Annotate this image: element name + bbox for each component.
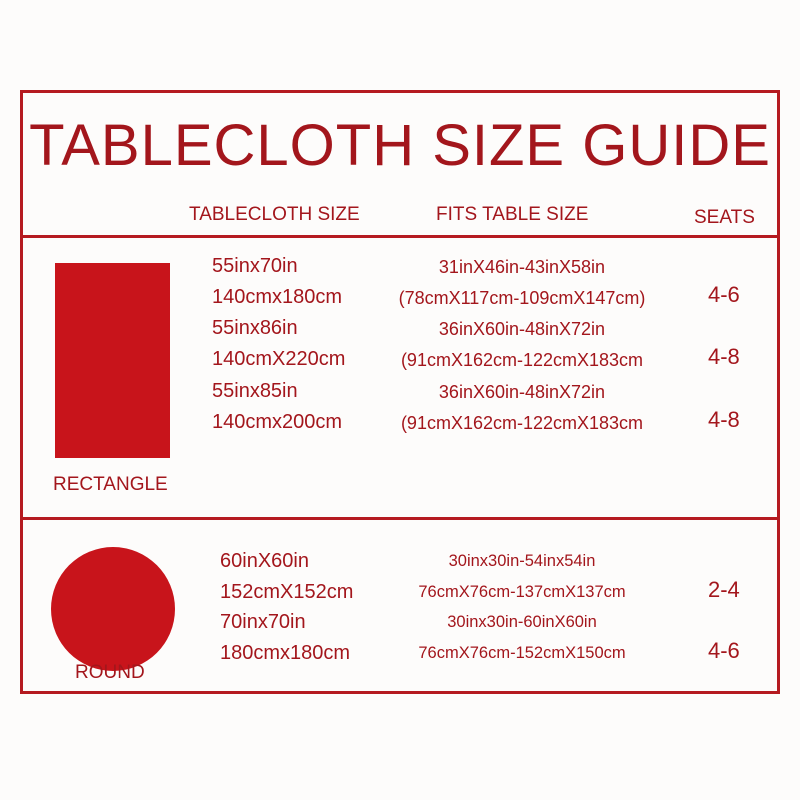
tablecloth-size-cm: 140cmx180cm [212,286,343,308]
seats-value: 2-4 [708,577,740,602]
divider [20,235,780,238]
fit-table-size-cm: (78cmX117cm-109cmX147cm) [398,288,646,308]
fit-table-size-in: 36inX60in-48inX72in [438,319,606,339]
fit-table-size-cm: 76cmX76cm-137cmX137cm [418,583,626,601]
header-fits-table-size: FITS TABLE SIZE [436,204,589,225]
tablecloth-size-in: 60inX60in [220,550,309,572]
round-label: ROUND [75,662,145,683]
guide-frame [20,90,780,694]
divider [20,517,780,520]
fit-table-size-in: 30inx30in-60inX60in [447,613,597,631]
round-shape [51,547,175,671]
fit-table-size-in: 30inx30in-54inx54in [448,552,596,570]
rectangle-label: RECTANGLE [53,474,168,495]
tablecloth-size-cm: 140cmx200cm [212,411,343,433]
page-title: TABLECLOTH SIZE GUIDE [29,113,771,178]
rectangle-shape [55,263,170,458]
seats-value: 4-8 [708,344,740,369]
fit-table-size-cm: (91cmX162cm-122cmX183cm [400,350,644,370]
tablecloth-size-in: 55inx70in [212,255,298,277]
tablecloth-size-in: 55inx85in [212,380,298,402]
tablecloth-size-cm: 140cmX220cm [212,348,346,370]
seats-value: 4-8 [708,407,740,432]
seats-value: 4-6 [708,638,740,663]
header-tablecloth-size: TABLECLOTH SIZE [189,204,360,225]
fit-table-size-in: 31inX46in-43inX58in [438,257,606,277]
tablecloth-size-cm: 152cmX152cm [220,581,354,603]
tablecloth-size-cm: 180cmx180cm [220,642,351,664]
header-seats: SEATS [694,207,755,228]
fit-table-size-cm: 76cmX76cm-152cmX150cm [418,644,626,662]
tablecloth-size-in: 55inx86in [212,317,298,339]
fit-table-size-in: 36inX60in-48inX72in [438,382,606,402]
tablecloth-size-in: 70inx70in [220,611,306,633]
fit-table-size-cm: (91cmX162cm-122cmX183cm [400,413,644,433]
seats-value: 4-6 [708,282,740,307]
